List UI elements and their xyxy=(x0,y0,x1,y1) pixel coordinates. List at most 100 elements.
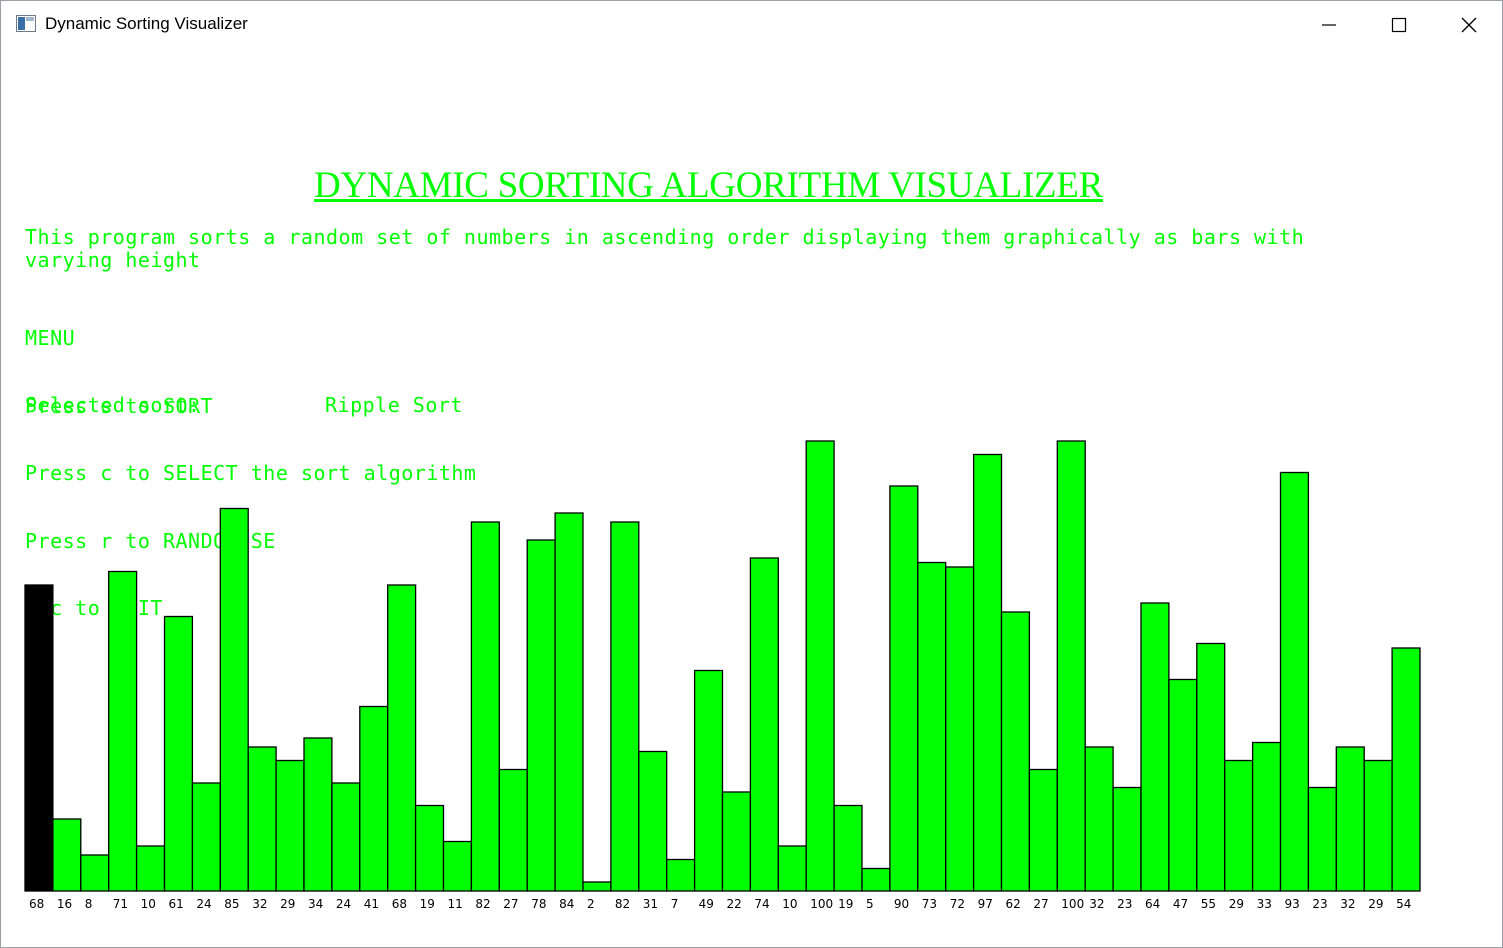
maximize-icon xyxy=(1391,17,1407,33)
close-icon xyxy=(1461,17,1477,33)
bar-value-label: 11 xyxy=(448,897,463,911)
bar xyxy=(638,750,668,892)
bar-value-label: 24 xyxy=(196,897,211,911)
page-title: DYNAMIC SORTING ALGORITHM VISUALIZER xyxy=(314,165,1103,206)
bar xyxy=(1168,678,1198,892)
bar xyxy=(554,512,584,892)
bar xyxy=(331,782,361,892)
bar-value-label: 27 xyxy=(503,897,518,911)
bar-value-label: 29 xyxy=(1229,897,1244,911)
bar-value-label: 64 xyxy=(1145,897,1160,911)
bar xyxy=(387,584,417,892)
bar-value-label: 34 xyxy=(308,897,323,911)
bar xyxy=(247,746,277,892)
bar xyxy=(1251,741,1282,892)
bar-value-label: 82 xyxy=(475,897,490,911)
bar-value-label: 29 xyxy=(1368,897,1383,911)
bar xyxy=(498,768,528,892)
bar xyxy=(414,804,445,892)
bar-value-label: 23 xyxy=(1312,897,1327,911)
bar xyxy=(1000,611,1031,892)
bar xyxy=(526,539,556,892)
bar-value-label: 7 xyxy=(671,897,679,911)
bar-value-label: 68 xyxy=(392,897,407,911)
minimize-button[interactable] xyxy=(1294,1,1364,49)
bar-value-label: 72 xyxy=(950,897,965,911)
bar xyxy=(805,440,835,892)
bar-value-label: 8 xyxy=(85,897,93,911)
bar xyxy=(1307,786,1337,892)
bar xyxy=(1084,746,1114,892)
menu-block: MENU Press s to SORT Press c to SELECT t… xyxy=(25,282,476,665)
bar-value-label: 100 xyxy=(1061,897,1084,911)
bar xyxy=(721,791,752,892)
bar-value-label: 32 xyxy=(1089,897,1104,911)
bar-value-label: 62 xyxy=(1006,897,1021,911)
bar xyxy=(275,759,305,892)
bar xyxy=(1224,759,1254,892)
bar xyxy=(1363,759,1393,892)
bar-value-label: 41 xyxy=(364,897,379,911)
bar-value-label: 22 xyxy=(727,897,742,911)
bar xyxy=(610,521,640,892)
selected-sort-value: Ripple Sort xyxy=(325,393,463,417)
bar-value-label: 10 xyxy=(141,897,156,911)
bar-value-label: 100 xyxy=(810,897,833,911)
menu-item-sort: Press s to SORT xyxy=(25,393,214,418)
bar xyxy=(135,845,166,892)
bar xyxy=(693,669,724,892)
menu-title: MENU xyxy=(25,326,76,350)
bar xyxy=(52,818,82,892)
bar-value-label: 5 xyxy=(866,897,874,911)
bar xyxy=(303,737,333,892)
bar xyxy=(945,566,975,892)
selected-sort-label: Selected sort: xyxy=(25,393,201,417)
bar-value-label: 74 xyxy=(754,897,769,911)
bar xyxy=(163,615,194,892)
bar xyxy=(191,782,221,892)
bar-value-label: 24 xyxy=(336,897,351,911)
bar-value-label: 82 xyxy=(615,897,630,911)
title-bar[interactable]: Dynamic Sorting Visualizer xyxy=(1,1,1502,49)
bar-value-label: 97 xyxy=(978,897,993,911)
bar-value-label: 93 xyxy=(1285,897,1300,911)
bar xyxy=(1279,471,1310,892)
canvas-area: DYNAMIC SORTING ALGORITHM VISUALIZER Thi… xyxy=(1,49,1502,947)
bar xyxy=(889,485,919,892)
bar xyxy=(972,453,1003,892)
maximize-button[interactable] xyxy=(1364,1,1434,49)
bar xyxy=(666,858,696,892)
bar-value-label: 2 xyxy=(587,897,595,911)
bar-value-label: 90 xyxy=(894,897,909,911)
bar xyxy=(1112,786,1142,892)
bar-value-label: 23 xyxy=(1117,897,1132,911)
bar-value-label: 68 xyxy=(29,897,44,911)
bar-value-label: 27 xyxy=(1033,897,1048,911)
bar-value-label: 78 xyxy=(531,897,546,911)
bar xyxy=(1056,440,1086,892)
bar xyxy=(749,557,779,892)
bar-value-label: 29 xyxy=(280,897,295,911)
bar xyxy=(777,845,807,892)
bar-value-label: 61 xyxy=(169,897,184,911)
bar-value-label: 73 xyxy=(922,897,937,911)
bar-chart: 68 16 8 71 10 61 24 85 32 29 34 24 41 68 19 11 82 27 78 84 2… xyxy=(24,440,1421,911)
bar-value-label: 49 xyxy=(699,897,714,911)
close-button[interactable] xyxy=(1434,1,1502,49)
app-window-icon xyxy=(16,15,36,32)
bar xyxy=(1391,647,1421,892)
bar-value-label: 84 xyxy=(559,897,574,911)
bar-value-label: 19 xyxy=(838,897,853,911)
bar xyxy=(1140,602,1170,892)
bar-value-label: 16 xyxy=(57,897,72,911)
bar-value-label: 71 xyxy=(113,897,128,911)
menu-item-select: Press c to SELECT the sort algorithm xyxy=(25,461,477,485)
window-title: Dynamic Sorting Visualizer xyxy=(45,14,248,33)
bar xyxy=(1196,642,1226,892)
bar xyxy=(582,881,612,892)
bar-value-label: 55 xyxy=(1201,897,1216,911)
bar xyxy=(80,854,110,892)
bar xyxy=(359,705,389,892)
bar-value-label: 33 xyxy=(1257,897,1272,911)
